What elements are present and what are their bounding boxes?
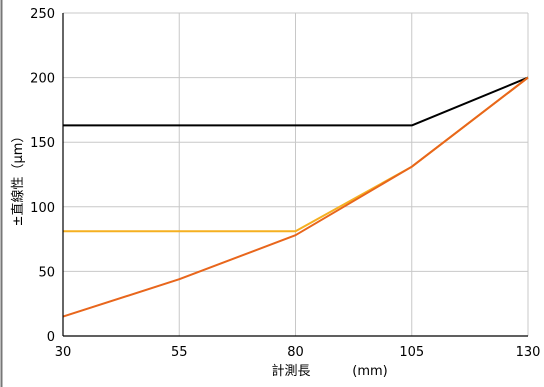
x-tick-label: 130 [516, 345, 541, 360]
x-tick-label: 30 [55, 345, 72, 360]
series-line-3 [62, 76, 529, 318]
series-line-1 [63, 76, 529, 127]
x-tick-labels: 30 55 80 105 130 [55, 345, 541, 360]
x-tick-label: 105 [399, 345, 424, 360]
y-tick-label: 250 [30, 7, 55, 22]
y-tick-label: 50 [38, 265, 55, 280]
y-tick-labels: 0 50 100 150 200 250 [30, 7, 55, 345]
y-axis-label: ±直線性（μm） [10, 130, 26, 227]
x-tick-label: 80 [287, 345, 304, 360]
grid-lines [63, 12, 529, 336]
series-group [62, 76, 529, 318]
y-tick-label: 150 [30, 136, 55, 151]
x-tick-label: 55 [171, 345, 188, 360]
x-axis-label: 計測長 [271, 363, 310, 379]
y-tick-label: 0 [47, 330, 55, 345]
x-axis-unit: (mm) [352, 364, 387, 379]
y-tick-label: 100 [30, 201, 55, 216]
y-tick-label: 200 [30, 72, 55, 87]
